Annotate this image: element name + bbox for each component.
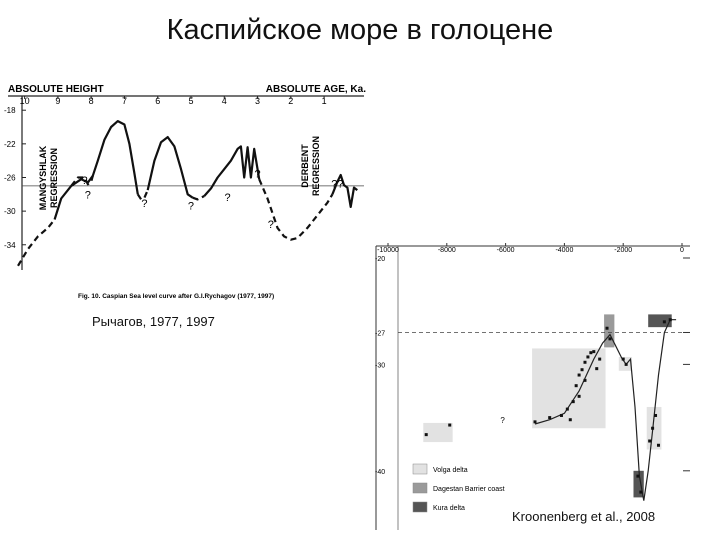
chart1-y-tick-label: -34 [4,241,16,250]
caption-kroonenberg: Kroonenberg et al., 2008 [512,509,656,524]
chart2-y-tick-label: -30 [375,362,385,369]
chart2-data-point [605,326,609,330]
chart1-question-mark: ? [254,168,260,180]
chart1-x-tick-label: 10 [20,96,30,106]
chart1-x-axis-title: ABSOLUTE AGE, Ka. [266,84,366,95]
chart2-data-point [589,351,593,355]
chart2-data-point [656,443,660,447]
chart2-x-tick-label: -4000 [555,247,573,254]
chart1-y-tick-label: -18 [4,106,16,115]
chart1-x-tick-label: 6 [155,96,160,106]
chart2-data-point [624,362,628,366]
chart2-data-point [424,433,428,437]
chart1-y-tick-label: -26 [4,173,16,182]
chart1-curve-solid [203,145,261,197]
chart2-data-point [598,357,602,361]
chart2-data-point [648,439,652,443]
chart1-x-tick-label: 2 [288,96,293,106]
chart2-data-point [577,373,581,377]
chart2-trend-line [534,319,677,501]
chart1-question-mark: ? [268,219,274,231]
chart1-curve-dashed [136,189,149,201]
chart2-data-point [668,318,672,322]
chart2-data-point [559,413,563,417]
chart1-regression-label: MANGYSHLAKREGRESSION [38,145,59,210]
chart2-data-point [568,418,572,422]
chart1-curve-solid [331,173,358,208]
chart1-y-tick-label: -30 [4,207,16,216]
chart2-data-point [639,490,643,494]
chart2-data-point [595,367,599,371]
chart1-x-tick-label: 1 [322,96,327,106]
chart1-question-mark: ? [225,192,231,204]
chart2-data-point [586,355,590,359]
chart2-y-tick-label: -27 [375,330,385,337]
chart2-uncertainty-box [423,422,453,443]
chart1-figure-caption: Fig. 10. Caspian Sea level curve after G… [78,293,274,300]
chart2-y-tick-label: -40 [375,469,385,476]
chart2-x-tick-label: -6000 [497,247,515,254]
chart2-data-point [548,416,552,420]
chart2-legend-label: Dagestan Barrier coast [433,486,505,493]
chart1-x-tick-label: 8 [89,96,94,106]
chart2-uncertainty-box [532,348,606,429]
chart1-curve-dashed [70,175,94,187]
chart2-data-point [621,357,625,361]
chart2-data-point [533,420,537,424]
chart1-question-mark: ? [188,200,194,212]
chart2-y-tick-label: -20 [375,256,385,263]
chart2-legend-swatch [412,463,428,475]
chart1-curve-dashed [17,218,56,267]
chart2-legend-label: Volga delta [433,467,468,474]
chart2-x-tick-label: -2000 [614,247,632,254]
chart2-data-point [608,337,612,341]
chart1-question-mark: ?? [331,179,343,191]
chart1-x-tick-label: 4 [222,96,227,106]
chart2-data-point [580,368,584,372]
chart2-data-point [571,400,575,404]
chart2-uncertainty-box [648,314,672,328]
chart2-x-tick-label: -8000 [438,247,456,254]
chart2-uncertainty-box [604,314,615,348]
chart1-x-tick-label: 3 [255,96,260,106]
chart1-question-mark: ? [141,198,147,210]
chart1-x-tick-label: 9 [55,96,60,106]
chart2-data-point [574,384,578,388]
chart2-question-mark: ? [500,416,505,425]
chart1-y-axis-title: ABSOLUTE HEIGHT [8,84,104,95]
chart2-data-point [577,394,581,398]
chart2-data-point [651,426,655,430]
chart2-data-point [592,350,596,354]
chart1-curve-dashed [192,195,205,201]
chart1-x-tick-label: 5 [188,96,193,106]
slide-title: Каспийское море в голоцене [166,14,554,46]
caption-rychagov: Рычагов, 1977, 1997 [92,314,215,329]
chart2-data-point [636,474,640,478]
chart2-data-point [583,360,587,364]
chart2-data-point [448,423,452,427]
chart2-data-point [654,413,658,417]
chart2-legend-swatch [412,501,428,513]
chart2-data-point [565,407,569,411]
chart2-data-point [583,378,587,382]
chart1-question-mark: ? [81,175,87,187]
chart2-x-tick-label: -10000 [377,247,399,254]
chart1-regression-label: DERBENTREGRESSION [300,136,321,196]
chart2-legend-swatch [412,482,428,494]
chart2-x-tick-label: 0 [680,247,684,254]
chart1-x-tick-label: 7 [122,96,127,106]
chart2-uncertainty-box [633,470,644,498]
chart1-y-tick-label: -22 [4,140,16,149]
chart1-curve-solid [146,136,194,199]
chart1-curve-dashed [258,178,334,241]
chart2-legend-label: Kura delta [433,505,465,512]
chart1-question-mark: ? [85,190,91,202]
chart2-data-point [662,320,666,324]
